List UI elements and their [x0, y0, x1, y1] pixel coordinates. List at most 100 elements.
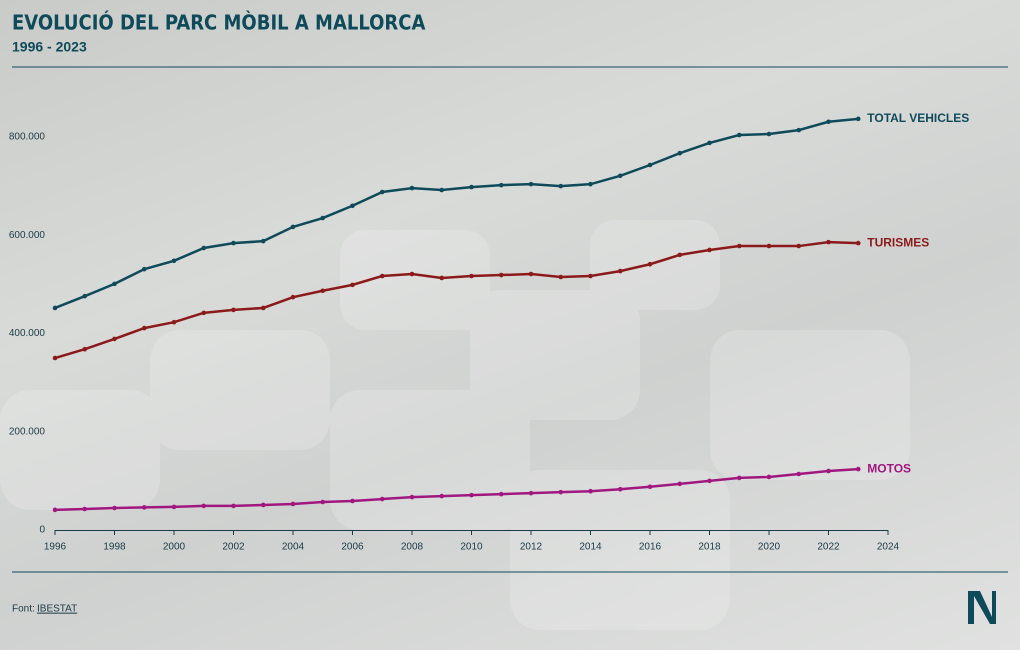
x-tick-label: 2014 — [579, 542, 602, 553]
data-point — [707, 247, 712, 253]
data-point — [588, 181, 593, 187]
y-tick-label: 0 — [39, 525, 45, 536]
chart-title: EVOLUCIÓ DEL PARC MÒBIL A MALLORCA — [12, 11, 425, 35]
data-point — [52, 355, 58, 361]
data-point — [260, 502, 266, 508]
data-point — [558, 274, 564, 280]
x-tick-label: 2024 — [877, 542, 900, 553]
y-tick-label: 600.000 — [9, 230, 46, 241]
data-point — [588, 488, 593, 494]
data-point — [350, 498, 355, 504]
data-point — [647, 162, 653, 168]
background-shapes — [0, 220, 910, 630]
data-point — [141, 266, 147, 272]
data-point — [707, 478, 712, 484]
series-label: MOTOS — [867, 461, 911, 475]
data-point — [439, 275, 445, 281]
data-point — [409, 185, 415, 191]
data-point — [439, 493, 445, 499]
data-point — [290, 294, 296, 300]
data-point — [796, 127, 802, 133]
source-link[interactable]: IBESTAT — [37, 604, 77, 615]
series-line — [54, 467, 859, 512]
x-tick-label: 1998 — [103, 542, 126, 553]
data-point — [677, 481, 683, 487]
data-point — [528, 271, 534, 277]
data-point — [677, 150, 683, 156]
data-point — [617, 486, 623, 492]
data-point — [52, 305, 58, 311]
data-point — [320, 499, 326, 505]
data-point — [855, 240, 861, 246]
data-point — [617, 268, 623, 274]
data-point — [647, 261, 653, 267]
data-point — [558, 183, 564, 189]
data-point — [379, 496, 385, 502]
data-point — [617, 173, 623, 179]
data-point — [82, 506, 88, 512]
chart-subtitle: 1996 - 2023 — [12, 39, 87, 55]
data-point — [231, 307, 236, 313]
logo — [968, 591, 996, 624]
data-point — [588, 273, 593, 279]
y-tick-label: 400.000 — [9, 328, 46, 339]
data-point — [796, 243, 802, 249]
x-tick-label: 2006 — [341, 542, 364, 553]
data-point — [290, 224, 296, 230]
data-point — [736, 243, 742, 249]
data-point — [112, 336, 117, 342]
data-point — [201, 503, 207, 509]
data-point — [766, 243, 772, 249]
x-tick-label: 1996 — [44, 542, 67, 553]
data-point — [469, 273, 474, 279]
data-point — [320, 215, 326, 221]
data-point — [112, 281, 117, 287]
x-tick-label: 2002 — [222, 542, 245, 553]
data-point — [350, 282, 355, 288]
data-point — [826, 468, 831, 474]
data-point — [112, 505, 117, 511]
data-point — [379, 189, 385, 195]
data-point — [141, 325, 147, 331]
data-point — [528, 181, 534, 187]
data-point — [855, 116, 861, 122]
data-point — [409, 271, 415, 277]
data-point — [201, 310, 207, 316]
data-point — [558, 489, 564, 495]
x-tick-label: 2022 — [817, 542, 840, 553]
data-point — [855, 466, 861, 472]
data-point — [498, 182, 504, 188]
data-point — [677, 252, 683, 258]
data-point — [439, 187, 445, 193]
data-point — [171, 504, 177, 510]
data-point — [141, 505, 147, 510]
data-point — [647, 484, 653, 490]
data-point — [498, 272, 504, 278]
x-tick-label: 2000 — [163, 542, 186, 553]
series-label: TOTAL VEHICLES — [867, 111, 969, 125]
data-point — [231, 503, 236, 509]
x-tick-label: 2012 — [520, 542, 543, 553]
data-point — [796, 471, 802, 477]
x-tick-label: 2010 — [460, 542, 483, 553]
data-point — [707, 140, 712, 146]
series-line — [54, 117, 859, 310]
series-label: TURISMES — [867, 235, 929, 249]
data-point — [290, 501, 296, 507]
data-point — [826, 119, 831, 125]
data-point — [171, 258, 177, 264]
data-point — [498, 491, 504, 497]
source-label: Font: — [12, 604, 35, 615]
data-point — [350, 203, 355, 209]
x-tick-label: 2020 — [758, 542, 781, 553]
data-point — [171, 319, 177, 325]
data-point — [52, 507, 58, 513]
data-point — [82, 293, 88, 299]
data-point — [736, 132, 742, 138]
series-line — [54, 240, 859, 360]
x-tick-label: 2018 — [698, 542, 721, 553]
data-point — [320, 288, 326, 294]
x-tick-label: 2008 — [401, 542, 424, 553]
